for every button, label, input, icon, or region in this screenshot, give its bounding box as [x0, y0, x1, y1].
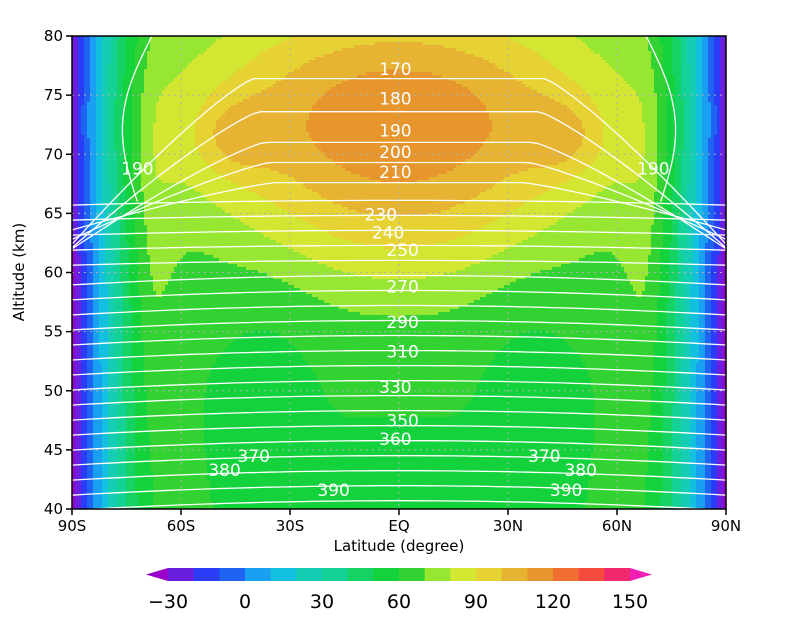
x-tick-label: EQ: [388, 517, 409, 535]
y-tick-label: 50: [44, 382, 63, 400]
y-tick-label: 80: [44, 27, 63, 45]
colorbar-labels: −30 0 30 60 90 120 150: [148, 591, 648, 613]
colorbar-extend-low: [146, 568, 168, 581]
colorbar-tick-label: 120: [535, 591, 571, 613]
contour-label: 180: [379, 90, 411, 110]
y-tick-label: 75: [44, 86, 63, 104]
colorbar-tick-label: 150: [612, 591, 648, 613]
colorbar-bin: [425, 568, 451, 581]
x-axis-title: Latitude (degree): [334, 537, 465, 555]
colorbar-bin: [604, 568, 630, 581]
colorbar-tick-label: 0: [239, 591, 251, 613]
contour-label: 190: [637, 159, 669, 179]
contour-label: 380: [564, 461, 596, 481]
x-tick-label: 60N: [602, 517, 632, 535]
colorbar-bin: [322, 568, 348, 581]
colorbar-bin: [168, 568, 194, 581]
contour-label: 170: [379, 60, 411, 80]
contour-label: 390: [550, 481, 582, 501]
y-axis: 40 45 50 55 60 65 70 75 80: [44, 27, 72, 518]
contour-label: 310: [386, 343, 418, 363]
colorbar-extend-high: [630, 568, 652, 581]
colorbar-bin: [527, 568, 553, 581]
y-tick-label: 70: [44, 145, 63, 163]
colorbar-bin: [502, 568, 528, 581]
colorbar-tick-label: −30: [148, 591, 188, 613]
contour-label: 210: [379, 163, 411, 183]
contour-label: 330: [379, 378, 411, 398]
y-tick-label: 60: [44, 264, 63, 282]
colorbar-bin: [579, 568, 605, 581]
y-tick-label: 45: [44, 441, 63, 459]
contour-label: 200: [379, 143, 411, 163]
contour-label: 290: [386, 313, 418, 333]
colorbar-bin: [373, 568, 399, 581]
contour-label: 360: [379, 430, 411, 450]
colorbar-tick-label: 90: [464, 591, 488, 613]
x-tick-label: 30N: [493, 517, 523, 535]
colorbar-tick-label: 30: [310, 591, 334, 613]
x-axis: 90S 60S 30S EQ 30N 60N 90N: [58, 509, 741, 535]
x-tick-label: 60S: [167, 517, 196, 535]
colorbar-bin: [245, 568, 271, 581]
contour-label: 270: [386, 278, 418, 298]
x-tick-label: 90N: [711, 517, 741, 535]
colorbar: [146, 568, 652, 581]
colorbar-bin: [399, 568, 425, 581]
colorbar-bin: [348, 568, 374, 581]
colorbar-bin: [296, 568, 322, 581]
contour-label: 190: [379, 122, 411, 142]
x-tick-label: 30S: [276, 517, 305, 535]
y-tick-label: 40: [44, 500, 63, 518]
colorbar-bin: [553, 568, 579, 581]
colorbar-bin: [450, 568, 476, 581]
y-axis-title: Altitude (km): [10, 223, 28, 321]
colorbar-bin: [194, 568, 220, 581]
contour-label: 250: [386, 241, 418, 261]
colorbar-bin: [219, 568, 245, 581]
y-tick-label: 65: [44, 204, 63, 222]
contour-label: 370: [528, 447, 560, 467]
colorbar-bin: [271, 568, 297, 581]
colorbar-bin: [476, 568, 502, 581]
colorbar-tick-label: 60: [387, 591, 411, 613]
contour-label: 190: [121, 159, 153, 179]
x-tick-label: 90S: [58, 517, 87, 535]
contour-label: 390: [317, 481, 349, 501]
y-tick-label: 55: [44, 323, 63, 341]
contour-label: 380: [208, 461, 240, 481]
